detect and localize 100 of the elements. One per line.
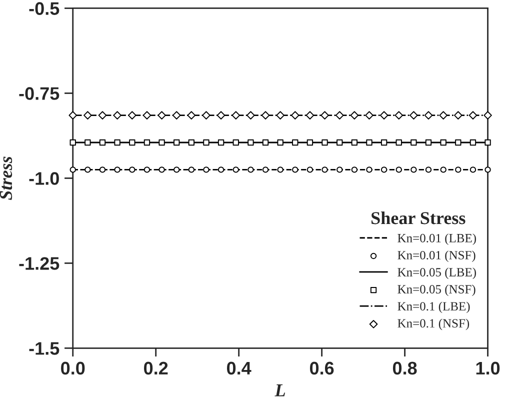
point <box>158 111 166 120</box>
point <box>484 111 492 120</box>
point <box>113 111 122 120</box>
point <box>232 111 240 120</box>
point <box>455 166 462 173</box>
y-tick-label: -0.75 <box>19 87 60 100</box>
point <box>70 166 76 173</box>
point <box>203 166 210 173</box>
point <box>366 166 372 173</box>
point <box>262 139 269 146</box>
point <box>394 111 404 120</box>
point <box>172 111 181 120</box>
point <box>380 111 388 120</box>
x-axis-title: L <box>274 384 286 396</box>
point <box>158 166 165 173</box>
point <box>114 166 120 173</box>
point <box>320 111 329 120</box>
point <box>277 139 284 146</box>
point <box>335 111 344 120</box>
x-tick-label: 0.0 <box>61 362 85 375</box>
point <box>203 139 210 146</box>
y-tick-label: -1.25 <box>19 257 60 270</box>
point <box>174 166 180 173</box>
point <box>351 139 358 146</box>
point <box>470 166 476 173</box>
point <box>468 111 478 120</box>
point <box>188 166 194 173</box>
point <box>232 139 239 146</box>
point <box>410 166 417 173</box>
point <box>292 166 298 173</box>
point <box>84 139 91 146</box>
point <box>142 111 152 120</box>
point <box>114 139 120 146</box>
x-tick-label: 0.2 <box>144 362 168 375</box>
point <box>248 166 254 173</box>
point <box>484 139 491 146</box>
point <box>306 139 314 146</box>
point <box>216 111 226 120</box>
legend-title: Shear Stress <box>372 211 466 224</box>
y-axis-title: Stress <box>0 156 12 200</box>
point <box>129 166 136 173</box>
point <box>424 111 433 120</box>
point <box>292 139 298 146</box>
point <box>306 166 314 173</box>
point <box>261 111 270 120</box>
point <box>425 166 432 173</box>
point <box>158 139 165 146</box>
x-tick-label: 0.6 <box>310 362 334 375</box>
point <box>144 139 150 146</box>
legend-label: Kn=0.01 (LBE) <box>398 234 476 245</box>
point <box>455 139 462 146</box>
point <box>99 166 106 173</box>
y-tick-label: -1.5 <box>29 342 60 355</box>
point <box>350 111 359 120</box>
y-tick-label: -1.0 <box>29 172 59 185</box>
point <box>84 111 92 120</box>
point <box>396 166 402 173</box>
point <box>70 139 76 146</box>
point <box>262 166 269 173</box>
x-tick-label: 0.8 <box>392 362 417 375</box>
point <box>232 166 239 173</box>
point <box>410 111 418 120</box>
point <box>99 139 106 146</box>
point <box>380 166 388 173</box>
point <box>290 111 300 120</box>
point <box>174 139 180 146</box>
point <box>276 111 284 120</box>
y-tick-label: -0.5 <box>29 2 60 15</box>
point <box>202 111 210 120</box>
point <box>128 111 136 120</box>
point <box>322 166 328 173</box>
point <box>351 166 358 173</box>
point <box>366 139 372 146</box>
legend-label: Kn=0.01 (NSF) <box>398 250 476 262</box>
point <box>129 139 136 146</box>
x-tick-label: 0.4 <box>226 362 252 375</box>
point <box>277 166 284 173</box>
point <box>365 111 374 120</box>
point <box>336 166 343 173</box>
point <box>440 166 446 173</box>
point <box>396 139 402 146</box>
legend-label: Kn=0.1 (NSF) <box>398 318 470 330</box>
legend-label: Kn=0.05 (NSF) <box>398 284 476 296</box>
point <box>439 111 448 120</box>
point <box>68 111 78 120</box>
point <box>410 139 417 146</box>
point <box>188 139 194 146</box>
point <box>218 139 224 146</box>
point <box>246 111 255 120</box>
legend-label: Kn=0.1 (LBE) <box>398 302 470 314</box>
point <box>187 111 196 120</box>
point <box>218 166 224 173</box>
point <box>84 166 91 173</box>
legend-label: Kn=0.05 (LBE) <box>398 268 476 279</box>
point <box>454 111 462 120</box>
point <box>425 139 432 146</box>
point <box>144 166 150 173</box>
point <box>336 139 343 146</box>
point <box>484 166 491 173</box>
point <box>306 111 314 120</box>
